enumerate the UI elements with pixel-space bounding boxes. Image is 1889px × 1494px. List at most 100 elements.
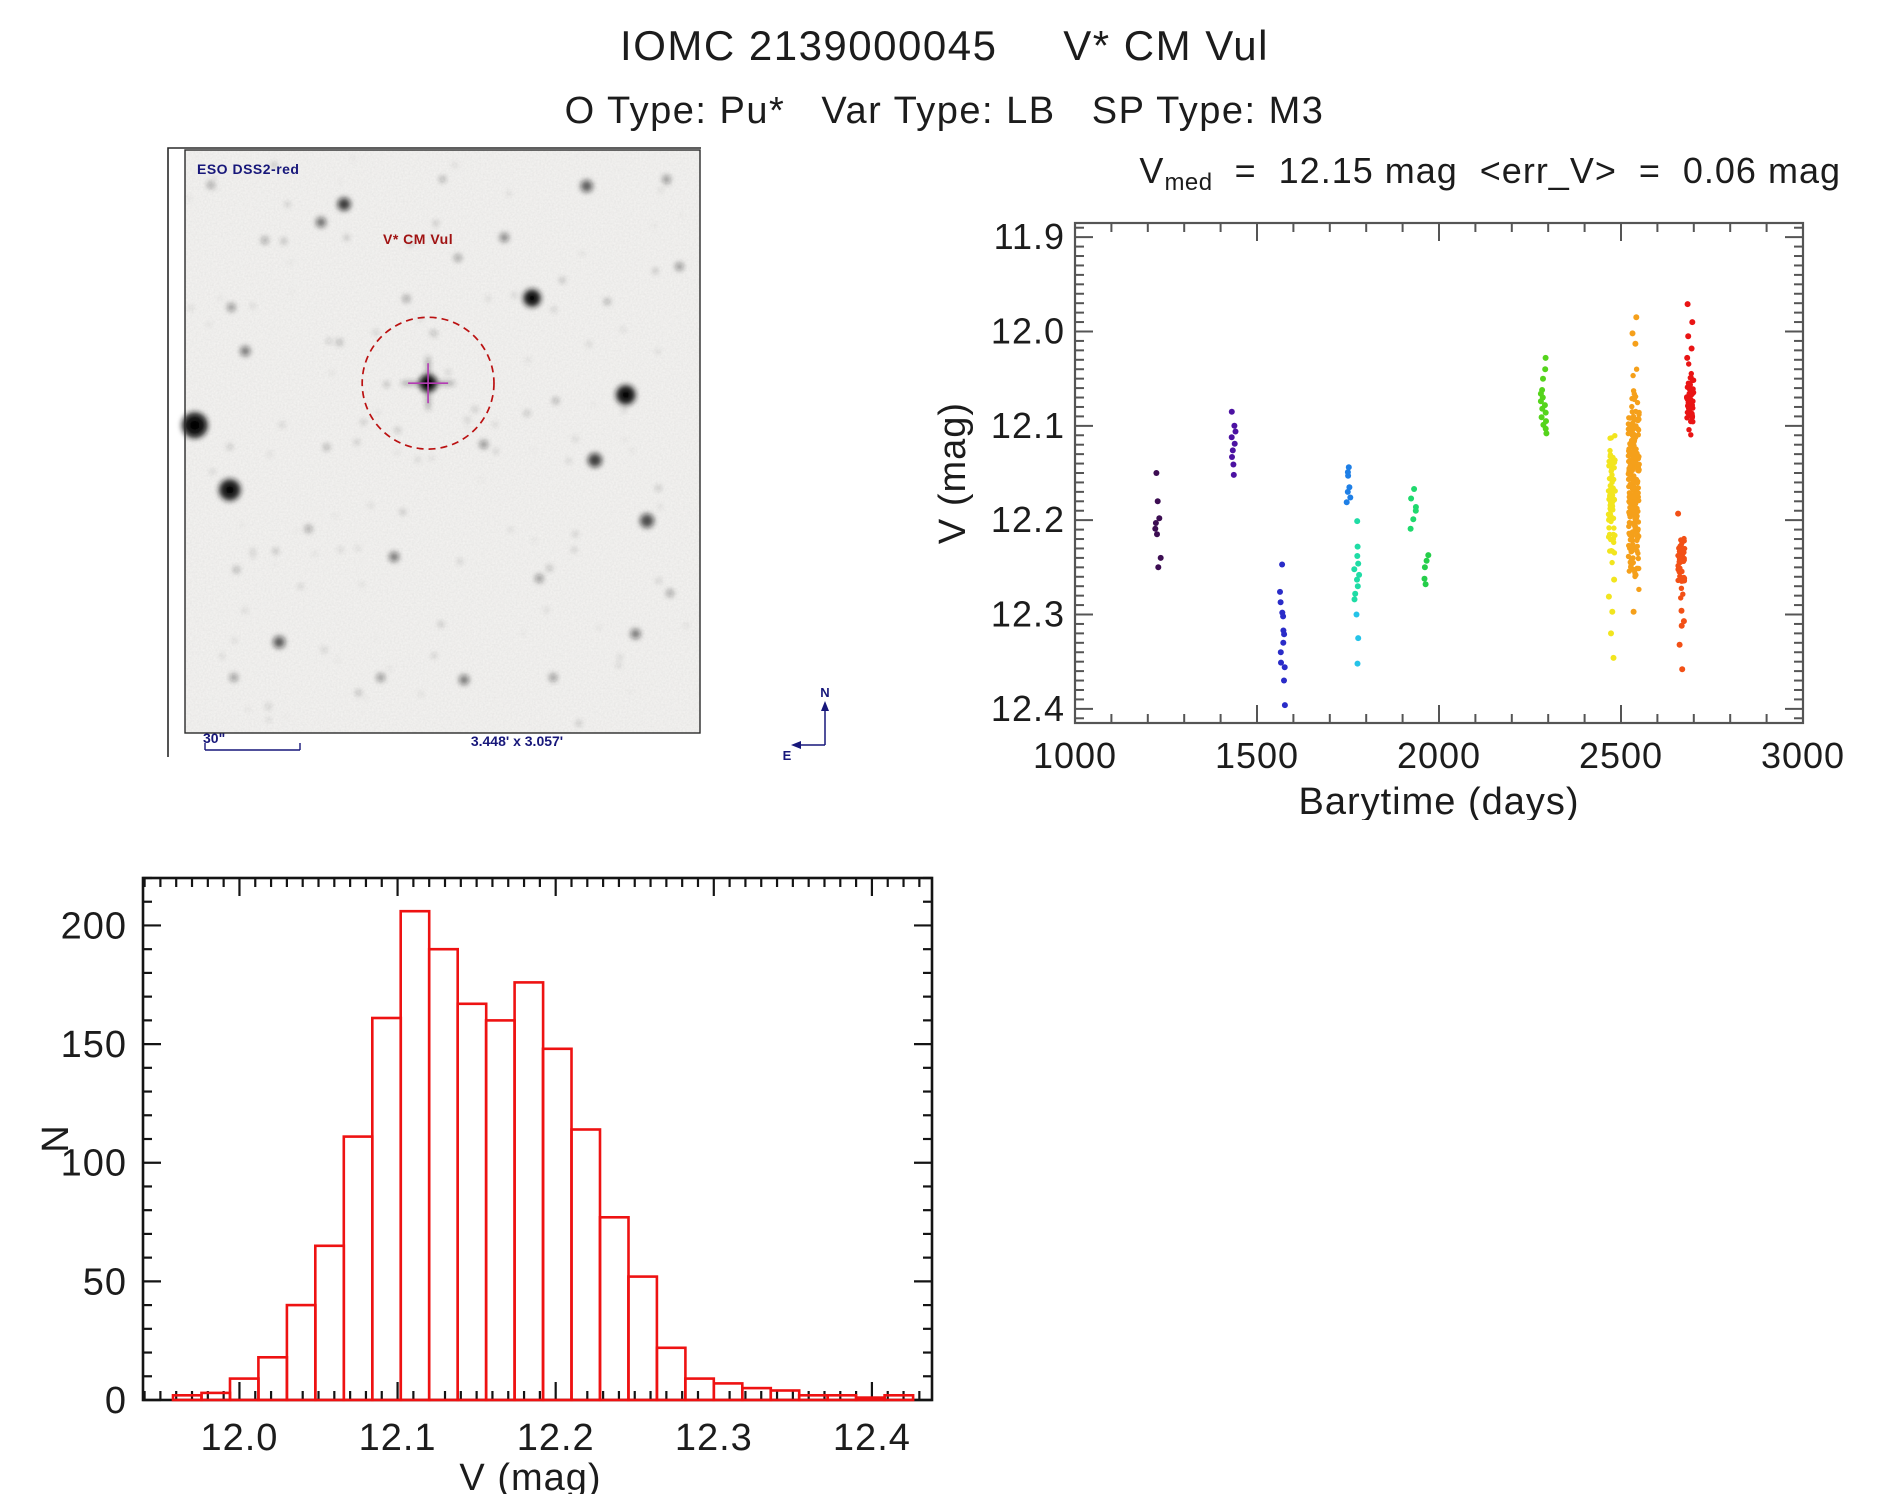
stars-layer — [181, 156, 688, 726]
faint-star — [532, 448, 535, 451]
faint-star — [655, 578, 662, 584]
star — [229, 673, 238, 682]
vmed-value-text: = 12.15 mag <err_V> = 0.06 mag — [1212, 150, 1841, 191]
hist-axes — [141, 876, 934, 1402]
hist-bar — [712, 1382, 744, 1402]
hist-bar — [257, 1355, 289, 1402]
faint-star — [631, 449, 634, 452]
faint-star — [666, 181, 670, 186]
vmed-stat-line: Vmed = 12.15 mag <err_V> = 0.06 mag — [1139, 150, 1841, 197]
faint-star — [395, 427, 400, 433]
target-name-label: V* CM Vul — [383, 231, 453, 247]
star — [630, 628, 641, 639]
hist-bar — [342, 1135, 374, 1402]
faint-star — [326, 338, 332, 344]
faint-star — [374, 636, 378, 640]
star — [305, 525, 313, 533]
faint-star — [524, 410, 530, 416]
faint-star — [652, 224, 657, 228]
star — [479, 440, 488, 449]
faint-star — [431, 330, 437, 337]
faint-star — [377, 410, 380, 414]
svg-text:150: 150 — [61, 1024, 127, 1066]
faint-star — [335, 658, 339, 662]
star — [389, 551, 400, 562]
hist-bar — [370, 1016, 403, 1402]
scatter-ylabel: V (mag) — [932, 402, 974, 544]
faint-star — [298, 584, 303, 589]
faint-star — [242, 607, 248, 613]
image-border — [184, 149, 701, 734]
faint-star — [415, 457, 420, 463]
faint-star — [546, 565, 553, 571]
faint-star — [621, 408, 626, 412]
hist-bar — [200, 1391, 232, 1402]
svg-text:12.1: 12.1 — [359, 1417, 437, 1459]
star — [207, 181, 215, 189]
faint-star — [232, 638, 237, 643]
scatter-points — [1152, 301, 1697, 709]
faint-star — [465, 417, 470, 422]
hist-bar — [598, 1215, 630, 1402]
faint-star — [271, 162, 277, 168]
svg-text:12.2: 12.2 — [517, 1417, 595, 1459]
faint-star — [333, 514, 337, 518]
star — [454, 254, 462, 262]
target-crosshair — [408, 363, 449, 404]
hist-bar — [427, 947, 460, 1402]
faint-star — [576, 720, 582, 726]
faint-star — [285, 202, 290, 207]
faint-star — [281, 238, 287, 244]
svg-text:11.9: 11.9 — [994, 216, 1065, 257]
scatter-axes — [1073, 221, 1805, 725]
star — [587, 453, 602, 468]
hist-bar — [285, 1303, 317, 1402]
cluster-t2535 — [1625, 314, 1642, 615]
star — [549, 673, 558, 682]
faint-star — [551, 307, 557, 312]
survey-label: ESO DSS2-red — [197, 161, 299, 177]
faint-star — [622, 438, 626, 442]
faint-star — [658, 188, 664, 193]
faint-star — [246, 708, 250, 711]
svg-text:1500: 1500 — [1215, 735, 1299, 776]
faint-star — [479, 478, 483, 481]
faint-star — [616, 663, 621, 668]
star — [662, 175, 671, 184]
star — [499, 233, 509, 242]
faint-star — [220, 653, 225, 659]
svg-text:12.3: 12.3 — [675, 1417, 753, 1459]
faint-star — [295, 529, 298, 532]
cluster-t1775 — [1351, 518, 1363, 603]
star — [666, 589, 674, 597]
faint-star — [321, 647, 327, 653]
faint-star — [284, 715, 287, 718]
scale-bar — [204, 743, 301, 751]
hist-bar — [655, 1346, 687, 1402]
faint-star — [210, 469, 215, 475]
faint-star — [344, 235, 350, 240]
star — [402, 295, 410, 303]
finding-chart: ESO DSS2-red V* CM Vul 30" 3.448' x 3.057' N… — [165, 145, 865, 770]
hist-bars — [171, 909, 915, 1402]
cluster-t2690 — [1684, 301, 1697, 438]
faint-star — [265, 703, 272, 710]
faint-star — [580, 252, 584, 255]
star-core — [188, 418, 202, 432]
faint-star — [559, 277, 565, 283]
faint-star — [431, 235, 436, 240]
page-subtitle: O Type: Pu* Var Type: LB SP Type: M3 — [564, 90, 1325, 132]
faint-star — [266, 717, 271, 722]
svg-text:12.4: 12.4 — [991, 688, 1065, 729]
faint-star — [187, 196, 191, 200]
hist-bar — [683, 1377, 716, 1402]
faint-star — [457, 559, 463, 564]
star — [640, 513, 654, 528]
hist-bar — [541, 1047, 573, 1402]
faint-star — [373, 329, 379, 335]
star — [535, 574, 544, 583]
faint-star — [227, 444, 233, 450]
star — [376, 673, 385, 682]
faint-star — [250, 303, 255, 308]
